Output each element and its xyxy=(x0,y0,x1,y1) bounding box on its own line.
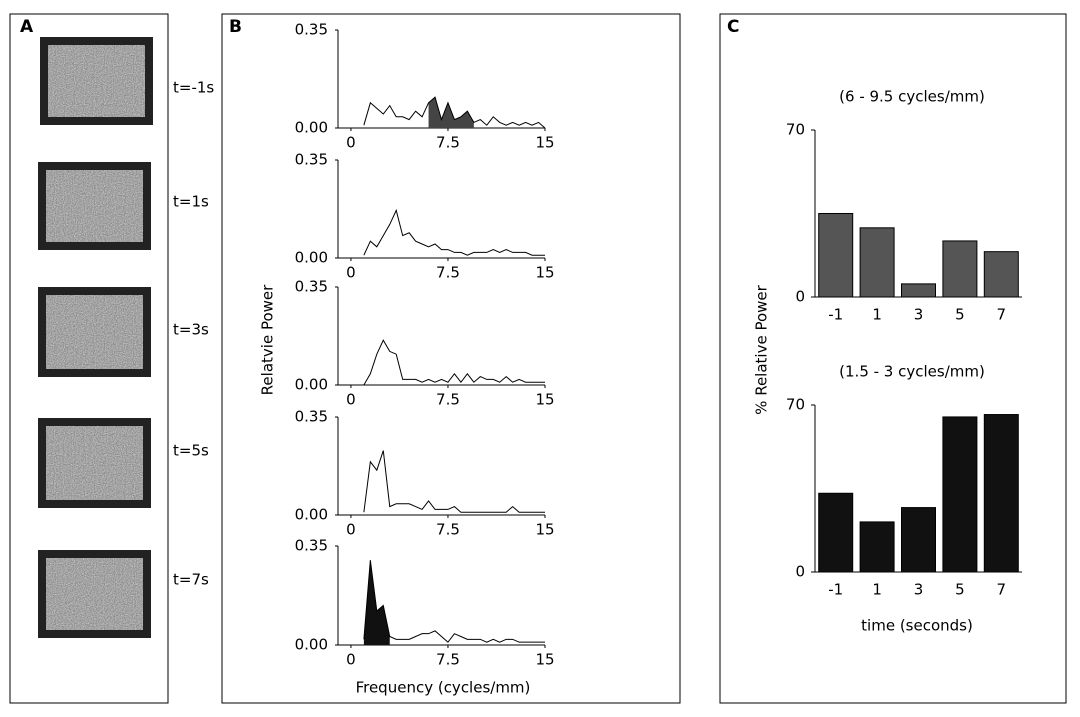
y-tick-label: 0.00 xyxy=(295,119,328,137)
bar xyxy=(818,492,854,573)
image-texture xyxy=(46,170,143,242)
x-tick-label: 1 xyxy=(872,306,882,324)
bar xyxy=(818,213,854,298)
y-tick-label: 0.00 xyxy=(295,249,328,267)
bar xyxy=(859,227,895,298)
highlight-area xyxy=(363,560,390,645)
x-tick-label: 7.5 xyxy=(436,134,460,152)
x-tick-label: 5 xyxy=(955,306,965,324)
y-tick-label: 0.35 xyxy=(295,537,328,555)
panel-c-frame xyxy=(719,13,1067,704)
bar xyxy=(901,283,936,298)
panel-label: C xyxy=(727,17,739,37)
x-axis-label: Frequency (cycles/mm) xyxy=(356,679,531,697)
chart-title: (1.5 - 3 cycles/mm) xyxy=(839,363,985,381)
bar xyxy=(942,416,978,573)
image-caption: t=5s xyxy=(173,442,209,460)
x-tick-label: 3 xyxy=(914,581,924,599)
bar xyxy=(942,240,978,298)
x-tick-label: 15 xyxy=(535,134,554,152)
image-caption: t=3s xyxy=(173,321,209,339)
x-tick-label: 15 xyxy=(535,651,554,669)
y-tick-label: 0.35 xyxy=(295,408,328,426)
chart-title: (6 - 9.5 cycles/mm) xyxy=(839,88,985,106)
bar xyxy=(983,251,1019,298)
x-tick-label: 7 xyxy=(997,581,1007,599)
y-axis-label: Relatvie Power xyxy=(259,284,277,395)
x-tick-label: 3 xyxy=(914,306,924,324)
highlight-area xyxy=(428,97,474,128)
y-tick-label: 0 xyxy=(795,563,805,581)
x-tick-label: 7 xyxy=(997,306,1007,324)
image-texture xyxy=(46,558,143,630)
line xyxy=(363,208,545,256)
x-tick-label: 0 xyxy=(346,521,356,539)
image-texture xyxy=(48,45,145,117)
panel-b-frame xyxy=(221,13,681,704)
line xyxy=(363,450,545,513)
x-tick-label: 1 xyxy=(872,581,882,599)
x-tick-label: 0 xyxy=(346,391,356,409)
y-tick-label: 0.35 xyxy=(295,151,328,169)
bar xyxy=(983,414,1019,573)
y-tick-label: 0 xyxy=(795,288,805,306)
x-tick-label: 7.5 xyxy=(436,391,460,409)
x-tick-label: 7.5 xyxy=(436,264,460,282)
y-tick-label: 70 xyxy=(786,396,805,414)
image-caption: t=1s xyxy=(173,193,209,211)
line xyxy=(363,96,546,129)
image-texture xyxy=(46,295,143,369)
x-tick-label: 15 xyxy=(535,264,554,282)
bar xyxy=(901,507,936,573)
x-tick-label: -1 xyxy=(828,306,843,324)
x-tick-label: 15 xyxy=(535,521,554,539)
x-tick-label: 0 xyxy=(346,264,356,282)
x-tick-label: 0 xyxy=(346,134,356,152)
y-tick-label: 0.00 xyxy=(295,636,328,654)
x-tick-label: 15 xyxy=(535,391,554,409)
y-tick-label: 0.35 xyxy=(295,21,328,39)
y-tick-label: 0.35 xyxy=(295,278,328,296)
y-tick-label: 0.00 xyxy=(295,376,328,394)
panel-label: A xyxy=(20,17,34,37)
x-tick-label: 7.5 xyxy=(436,651,460,669)
y-tick-label: 0.00 xyxy=(295,506,328,524)
image-texture xyxy=(46,426,143,500)
bar xyxy=(859,521,895,573)
panel-label: B xyxy=(229,17,242,37)
image-caption: t=-1s xyxy=(173,79,214,97)
y-tick-label: 70 xyxy=(786,121,805,139)
line xyxy=(363,339,545,386)
image-caption: t=7s xyxy=(173,571,209,589)
x-tick-label: 5 xyxy=(955,581,965,599)
line xyxy=(363,560,545,643)
x-tick-label: 7.5 xyxy=(436,521,460,539)
x-axis-label: time (seconds) xyxy=(861,617,973,635)
x-tick-label: 0 xyxy=(346,651,356,669)
y-axis-label: % Relative Power xyxy=(753,284,771,414)
x-tick-label: -1 xyxy=(828,581,843,599)
panel-a-frame xyxy=(9,13,169,704)
